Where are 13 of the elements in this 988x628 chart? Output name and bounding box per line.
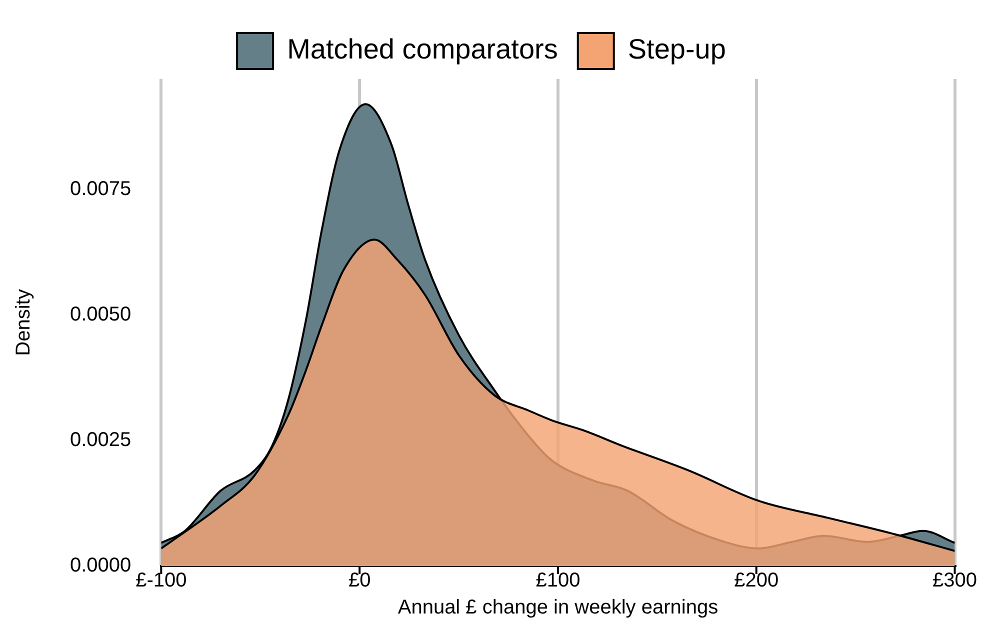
x-tick-label: £-100 (136, 570, 187, 592)
y-tick-label: 0.0025 (70, 429, 132, 451)
legend-label: Matched comparators (287, 34, 558, 65)
y-tick-label: 0.0000 (70, 554, 132, 577)
y-tick-label: 0.0075 (70, 178, 132, 200)
x-axis-title: Annual £ change in weekly earnings (398, 596, 718, 619)
x-tick-label: £0 (348, 570, 371, 592)
legend-label: Step-up (628, 34, 726, 65)
y-axis-title: Density (12, 289, 35, 356)
x-tick-label: £200 (734, 570, 779, 592)
x-tick-label: £100 (536, 570, 580, 592)
x-tick-label: £300 (932, 570, 978, 592)
y-tick-label: 0.0050 (70, 303, 132, 326)
